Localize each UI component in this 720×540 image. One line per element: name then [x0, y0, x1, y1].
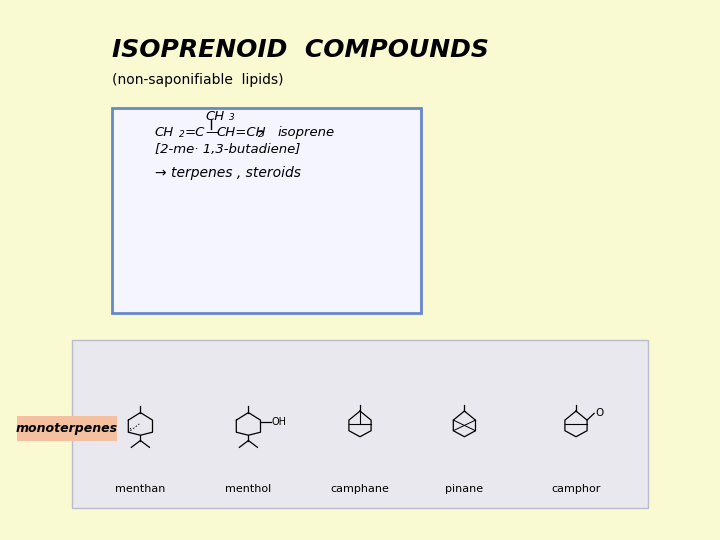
Bar — [72, 340, 648, 508]
Text: OH: OH — [271, 417, 287, 427]
Text: camphane: camphane — [330, 484, 390, 494]
Bar — [112, 108, 421, 313]
Text: 3: 3 — [229, 113, 235, 122]
Text: isoprene: isoprene — [277, 126, 334, 139]
Text: CH: CH — [205, 110, 225, 123]
Text: ISOPRENOID  COMPOUNDS: ISOPRENOID COMPOUNDS — [112, 38, 488, 62]
Text: O: O — [595, 408, 603, 417]
Text: camphor: camphor — [552, 484, 600, 494]
Text: —: — — [205, 126, 218, 139]
Text: CH: CH — [155, 126, 174, 139]
Text: 2: 2 — [258, 130, 264, 139]
Text: CH=CH: CH=CH — [216, 126, 266, 139]
Text: menthol: menthol — [225, 484, 271, 494]
Text: → terpenes , steroids: → terpenes , steroids — [155, 166, 301, 180]
Text: monoterpenes: monoterpenes — [16, 422, 118, 435]
FancyBboxPatch shape — [17, 416, 117, 441]
Text: menthan: menthan — [115, 484, 166, 494]
Text: 2: 2 — [179, 130, 184, 139]
Text: pinane: pinane — [446, 484, 483, 494]
Text: (non-saponifiable  lipids): (non-saponifiable lipids) — [112, 73, 283, 87]
Text: =C: =C — [185, 126, 205, 139]
Text: [2-me· 1,3-butadiene]: [2-me· 1,3-butadiene] — [155, 143, 300, 156]
